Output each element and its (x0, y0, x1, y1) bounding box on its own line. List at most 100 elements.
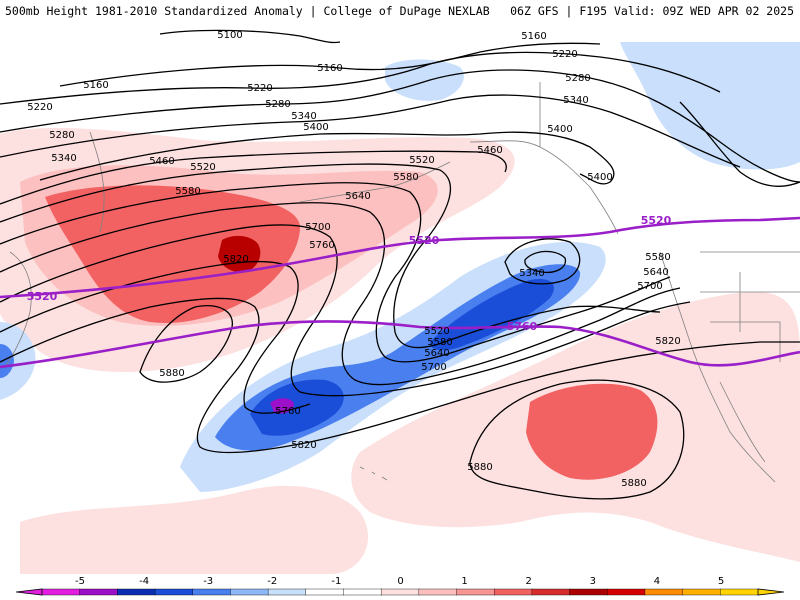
negative-anomaly-trough-upper-strong (430, 278, 554, 351)
contour-5460 (0, 150, 507, 205)
colorbar-segment (230, 588, 269, 596)
colorbar-tick-label: 3 (590, 576, 596, 587)
colorbar-segment (154, 588, 194, 596)
colorbar-tick-label: 1 (461, 576, 467, 587)
contour-label: 5520 (424, 326, 449, 337)
contour-label: 5160 (83, 80, 108, 91)
climo-label: 5520 (27, 290, 58, 303)
colorbar-tick-label: 5 (718, 576, 724, 587)
contour-label: 5340 (519, 268, 544, 279)
colorbar-segment (343, 588, 382, 596)
colorbar-tick-label: -3 (203, 576, 213, 587)
contour-label: 5340 (51, 153, 76, 164)
colorbar-tick-labels: -5 -4 -3 -2 -1 0 1 2 3 4 5 (75, 576, 724, 587)
contour-label: 5700 (637, 281, 662, 292)
hawaii-islands (359, 466, 388, 481)
contour-label: 5580 (175, 186, 200, 197)
positive-anomaly-region-south (20, 485, 369, 574)
contour-5880-west (139, 305, 233, 383)
kamchatka-coast (89, 131, 105, 233)
colorbar: -5 -4 -3 -2 -1 0 1 2 3 4 5 (0, 574, 800, 600)
colorbar-segment (305, 588, 345, 596)
colorbar-tick-label: -2 (267, 576, 277, 587)
contour-label: 5820 (223, 254, 248, 265)
climo-label: 5520 (409, 234, 440, 247)
colorbar-segment (644, 588, 684, 596)
colorbar-tick-label: 4 (654, 576, 660, 587)
contour-label: 5580 (427, 337, 452, 348)
aleutian-chain (299, 161, 451, 203)
contour-label: 5400 (303, 122, 328, 133)
us-west-coast (659, 251, 776, 483)
colorbar-background (0, 574, 800, 600)
colorbar-segment (569, 588, 608, 596)
colorbar-tick-label: 0 (397, 576, 403, 587)
colorbar-segment (494, 588, 533, 596)
contour-label: 5160 (521, 31, 546, 42)
contour-labels: 5100 5160 5160 5160 5220 5220 5220 5280 … (27, 30, 680, 489)
state-lines (700, 251, 800, 362)
contour-label: 5220 (552, 49, 577, 60)
contour-5520 (0, 163, 661, 349)
colorbar-segment (531, 588, 571, 596)
contour-label: 5280 (565, 73, 590, 84)
contour-5700 (0, 224, 691, 397)
contour-label: 5760 (309, 240, 334, 251)
header-bar: 500mb Height 1981-2010 Standardized Anom… (0, 0, 800, 22)
climo-line-5520 (0, 216, 800, 299)
contour-label: 5220 (247, 83, 272, 94)
contour-label: 5460 (477, 145, 502, 156)
contour-label: 5280 (265, 99, 290, 110)
negative-anomaly-patch-westedge-dark (0, 344, 14, 378)
contour-label: 5520 (409, 155, 434, 166)
run-info: 06Z GFS | F195 Valid: 09Z WED APR 02 202… (510, 4, 794, 18)
contour-5100 (159, 29, 341, 44)
contour-5280 (0, 69, 800, 183)
colorbar-frame (15, 588, 785, 596)
contour-5640 (0, 202, 681, 386)
contour-upper-low (504, 238, 581, 285)
colorbar-segment (117, 588, 156, 596)
baja-coast (719, 381, 766, 463)
contour-label: 5640 (345, 191, 370, 202)
alaska-coast (469, 140, 619, 235)
contour-label: 5880 (621, 478, 646, 489)
contour-label: 5580 (645, 252, 670, 263)
contour-label: 5700 (421, 362, 446, 373)
weather-map: 5100 5160 5160 5160 5220 5220 5220 5280 … (0, 22, 800, 574)
colorbar-segment (192, 588, 232, 596)
contour-label: 5640 (643, 267, 668, 278)
contour-label: 5160 (317, 63, 342, 74)
contour-label: 5460 (149, 156, 174, 167)
colorbar-right-arrow-fill (758, 589, 784, 595)
negative-anomaly-patch-north (385, 59, 464, 101)
colorbar-segment (380, 588, 420, 596)
colorbar-segment (418, 588, 458, 596)
contour-5340 (0, 94, 741, 168)
contour-label: 5820 (291, 440, 316, 451)
colorbar-tick-label: -1 (331, 576, 341, 587)
contour-label: 5400 (547, 124, 572, 135)
contour-label: 5880 (467, 462, 492, 473)
contour-upper-low-inner (524, 250, 567, 274)
contour-label: 5280 (49, 130, 74, 141)
contour-5400 (39, 131, 615, 185)
contour-5160 (59, 42, 601, 87)
contour-label: 5880 (159, 368, 184, 379)
colorbar-left-arrow-fill (16, 589, 42, 595)
positive-anomaly-region-southeast-mid (526, 383, 658, 480)
colorbar-segment (456, 588, 495, 596)
colorbar-segments (16, 588, 784, 596)
colorbar-segment (607, 588, 646, 596)
climo-labels: 5520 5520 5520 5760 (27, 214, 672, 333)
climatology-lines (0, 216, 800, 369)
colorbar-segment (682, 588, 722, 596)
negative-anomaly-patch-westedge (0, 322, 36, 400)
colorbar-segment (720, 588, 759, 596)
climo-label: 5760 (507, 320, 538, 333)
climo-line-5760 (0, 320, 800, 369)
contour-label: 5340 (291, 111, 316, 122)
colorbar-left-arrow (15, 588, 43, 596)
contour-label: 5700 (305, 222, 330, 233)
colorbar-tick-label: 2 (526, 576, 532, 587)
